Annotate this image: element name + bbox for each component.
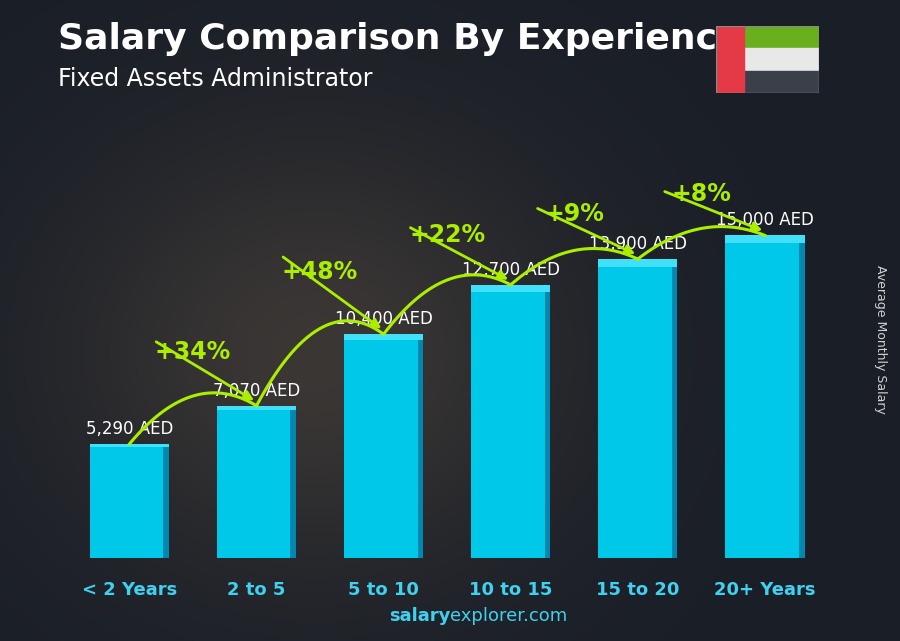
Text: +9%: +9% bbox=[544, 202, 604, 226]
FancyBboxPatch shape bbox=[544, 285, 551, 558]
FancyBboxPatch shape bbox=[164, 444, 169, 558]
FancyBboxPatch shape bbox=[418, 334, 423, 558]
Bar bbox=[90, 444, 164, 558]
Text: 15 to 20: 15 to 20 bbox=[596, 581, 680, 599]
FancyBboxPatch shape bbox=[90, 444, 169, 447]
FancyBboxPatch shape bbox=[671, 259, 678, 558]
Text: 10,400 AED: 10,400 AED bbox=[335, 310, 433, 328]
Text: +8%: +8% bbox=[671, 183, 732, 206]
Bar bbox=[744, 26, 819, 48]
FancyBboxPatch shape bbox=[598, 259, 678, 267]
FancyBboxPatch shape bbox=[291, 406, 296, 558]
Text: +22%: +22% bbox=[410, 223, 485, 247]
Text: 15,000 AED: 15,000 AED bbox=[716, 212, 814, 229]
Bar bbox=[744, 48, 819, 71]
Text: Salary Comparison By Experience: Salary Comparison By Experience bbox=[58, 22, 742, 56]
Bar bbox=[725, 235, 799, 558]
Bar bbox=[716, 26, 744, 93]
Text: < 2 Years: < 2 Years bbox=[82, 581, 177, 599]
Text: +48%: +48% bbox=[282, 260, 358, 284]
Text: 5,290 AED: 5,290 AED bbox=[86, 420, 173, 438]
Text: salary: salary bbox=[389, 607, 450, 625]
FancyBboxPatch shape bbox=[217, 406, 296, 410]
FancyBboxPatch shape bbox=[344, 334, 423, 340]
Bar bbox=[344, 334, 418, 558]
Text: 7,070 AED: 7,070 AED bbox=[213, 382, 300, 400]
Bar bbox=[744, 71, 819, 93]
Text: Fixed Assets Administrator: Fixed Assets Administrator bbox=[58, 67, 373, 91]
Bar bbox=[598, 259, 671, 558]
FancyBboxPatch shape bbox=[799, 235, 805, 558]
Text: Average Monthly Salary: Average Monthly Salary bbox=[874, 265, 886, 414]
Text: +34%: +34% bbox=[155, 340, 231, 364]
Text: 2 to 5: 2 to 5 bbox=[228, 581, 285, 599]
Text: 20+ Years: 20+ Years bbox=[714, 581, 815, 599]
FancyBboxPatch shape bbox=[471, 285, 551, 292]
FancyBboxPatch shape bbox=[725, 235, 805, 244]
Text: explorer.com: explorer.com bbox=[450, 607, 567, 625]
Text: 5 to 10: 5 to 10 bbox=[348, 581, 419, 599]
Text: 12,700 AED: 12,700 AED bbox=[462, 261, 560, 279]
Text: 13,900 AED: 13,900 AED bbox=[589, 235, 687, 253]
Bar bbox=[217, 406, 291, 558]
Bar bbox=[471, 285, 544, 558]
Text: 10 to 15: 10 to 15 bbox=[469, 581, 553, 599]
